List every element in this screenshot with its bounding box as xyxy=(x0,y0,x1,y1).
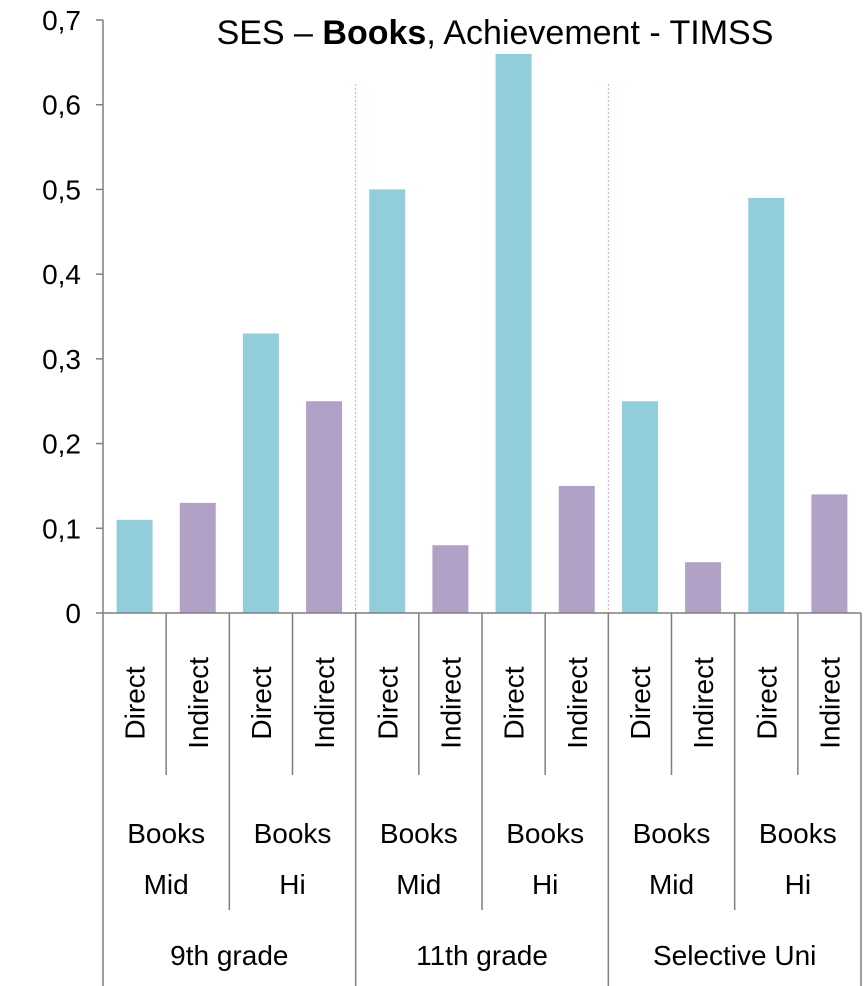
group-separators xyxy=(355,84,609,613)
y-tick-label: 0,6 xyxy=(42,90,81,121)
bar xyxy=(116,519,153,613)
x-category-label: Indirect xyxy=(814,657,845,749)
x-group-label: 9th grade xyxy=(170,940,288,971)
bar xyxy=(369,189,406,613)
y-tick-label: 0,4 xyxy=(42,259,81,290)
x-group-label: Selective Uni xyxy=(653,940,816,971)
y-tick-label: 0,3 xyxy=(42,344,81,375)
bar xyxy=(495,53,532,613)
y-tick-label: 0 xyxy=(65,598,81,629)
bar xyxy=(748,197,785,613)
bar xyxy=(242,333,279,613)
x-category-label: Direct xyxy=(751,666,782,739)
bar xyxy=(179,502,216,613)
x-subgroup-label-line2: Hi xyxy=(532,869,558,900)
x-subgroup-label-line1: Books xyxy=(127,818,205,849)
x-category-label: Direct xyxy=(372,666,403,739)
x-category-label: Indirect xyxy=(183,657,214,749)
x-subgroup-label-line2: Hi xyxy=(279,869,305,900)
y-tick-label: 0,1 xyxy=(42,513,81,544)
x-subgroup-label-line1: Books xyxy=(506,818,584,849)
bar xyxy=(432,545,469,613)
x-group-label: 11th grade xyxy=(416,940,548,971)
x-subgroup-label-line2: Mid xyxy=(144,869,189,900)
bar xyxy=(811,494,848,613)
x-axis-labels: Direct Indirect Direct Indirect Direct Indire… xyxy=(120,657,846,971)
x-subgroup-label-line1: Books xyxy=(254,818,332,849)
x-subgroup-label-line2: Hi xyxy=(785,869,811,900)
x-category-label: Indirect xyxy=(435,657,466,749)
x-subgroup-label-line1: Books xyxy=(380,818,458,849)
y-axis-ticks: 0 0,1 0,2 0,3 0,4 0,5 0,6 0,7 xyxy=(42,5,103,629)
bar xyxy=(621,401,658,613)
x-category-label: Direct xyxy=(499,666,530,739)
bar xyxy=(558,485,595,613)
y-tick-label: 0,5 xyxy=(42,174,81,205)
y-tick-label: 0,2 xyxy=(42,429,81,460)
y-tick-label: 0,7 xyxy=(42,5,81,36)
x-category-label: Indirect xyxy=(309,657,340,749)
x-category-label: Direct xyxy=(246,666,277,739)
bars xyxy=(116,53,848,613)
x-subgroup-label-line1: Books xyxy=(759,818,837,849)
chart-title-suffix: , Achievement - TIMSS xyxy=(426,14,773,52)
x-category-label: Direct xyxy=(625,666,656,739)
x-subgroup-label-line2: Mid xyxy=(649,869,694,900)
x-category-label: Direct xyxy=(120,666,151,739)
x-category-label: Indirect xyxy=(562,657,593,749)
chart-title: SES – Books, Achievement - TIMSS xyxy=(217,14,774,52)
chart-title-prefix: SES – xyxy=(217,14,323,52)
bar xyxy=(306,401,343,613)
x-category-label: Indirect xyxy=(688,657,719,749)
x-subgroup-label-line1: Books xyxy=(633,818,711,849)
axes xyxy=(102,20,862,986)
x-subgroup-label-line2: Mid xyxy=(396,869,441,900)
bar xyxy=(685,562,722,613)
chart-title-bold: Books xyxy=(322,14,426,52)
